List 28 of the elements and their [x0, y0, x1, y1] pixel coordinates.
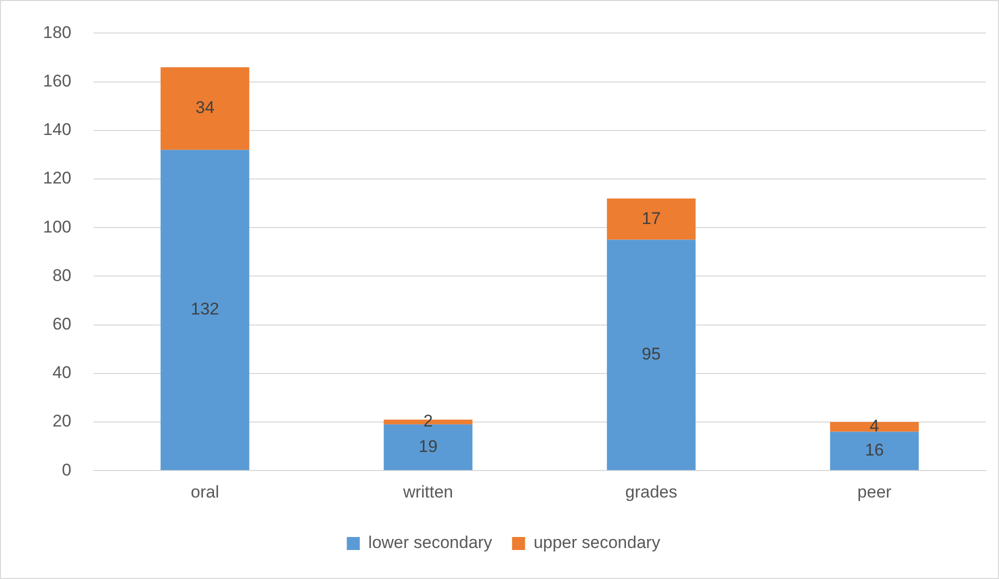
data-label: 4 [870, 416, 880, 436]
x-tick-label: oral [190, 482, 220, 502]
x-tick-label: peer [857, 482, 892, 502]
data-label: 95 [642, 344, 661, 364]
y-tick-label: 0 [62, 460, 72, 480]
x-tick-label: written [402, 482, 454, 502]
y-tick-label: 160 [42, 71, 72, 90]
y-tick-label: 140 [42, 120, 72, 140]
y-tick-label: 120 [42, 168, 72, 188]
x-tick-label: grades [625, 482, 678, 502]
legend-label: lower secondary [368, 533, 493, 552]
data-label: 19 [418, 436, 438, 456]
y-tick-label: 20 [52, 412, 72, 431]
y-tick-label: 40 [52, 363, 72, 382]
data-label: 34 [195, 98, 214, 118]
y-tick-label: 80 [52, 266, 72, 285]
data-label: 132 [190, 300, 220, 319]
legend-label: upper secondary [534, 533, 661, 552]
bar [606, 240, 696, 470]
y-tick-label: 100 [42, 217, 72, 236]
bar [606, 198, 696, 240]
bar [830, 432, 919, 470]
data-label: 16 [864, 440, 884, 460]
y-tick-label: 60 [52, 314, 72, 334]
y-tick-label: 180 [42, 22, 72, 42]
data-label: 17 [642, 208, 661, 228]
bar [160, 67, 250, 150]
bar [160, 150, 250, 470]
